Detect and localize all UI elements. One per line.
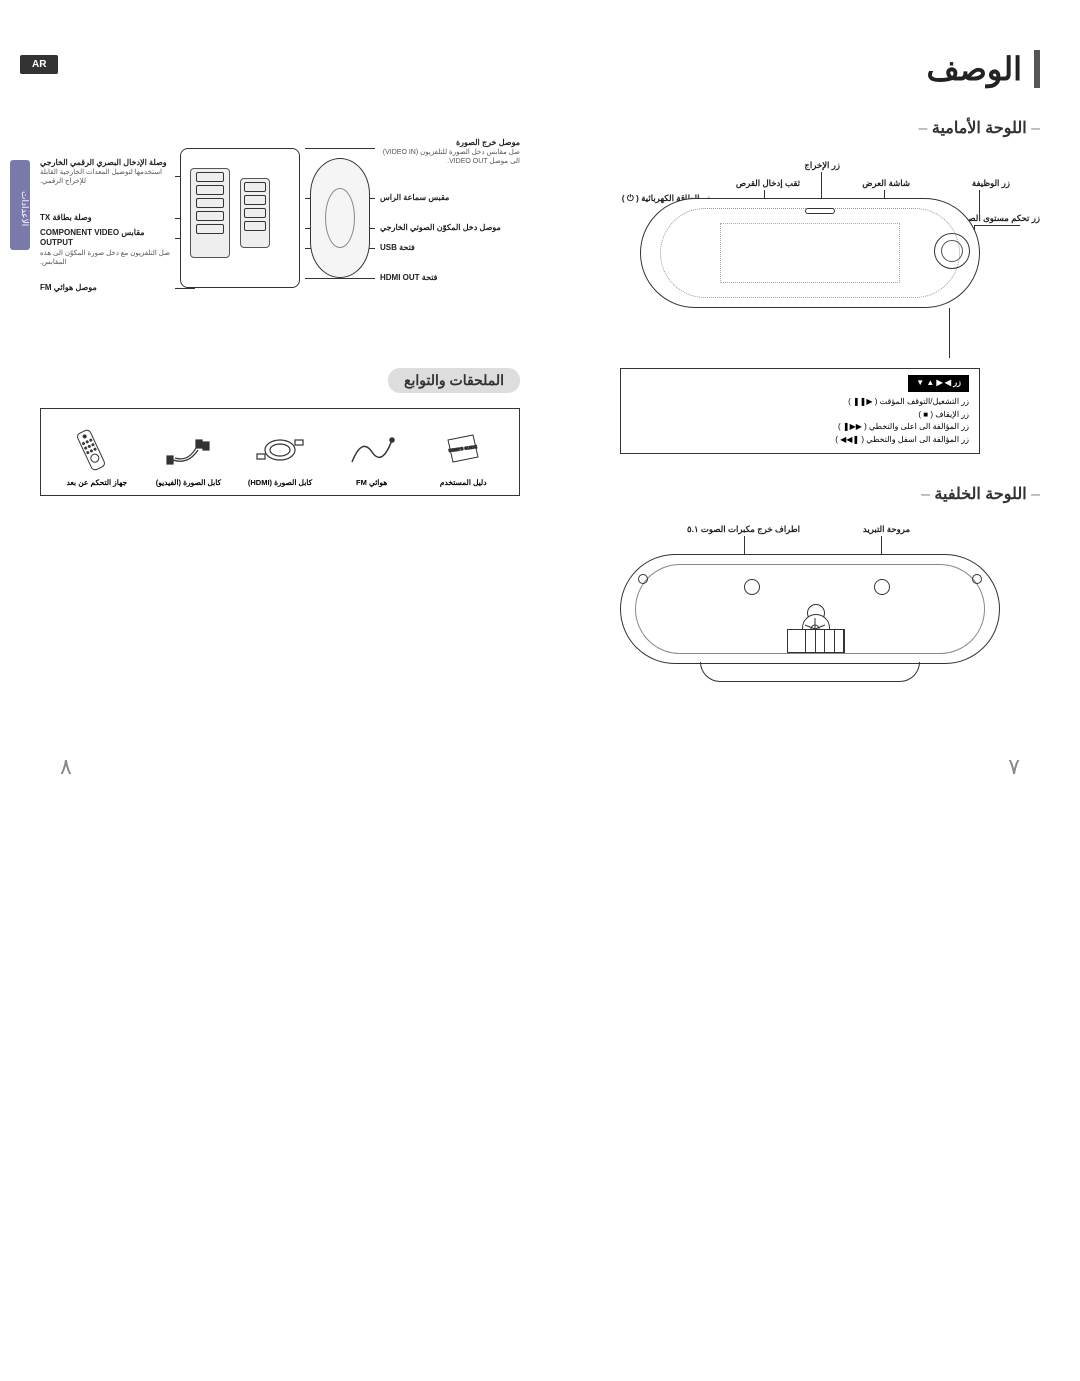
label-fm-ant: موصل هوائي FM [40, 283, 175, 293]
label-eject: زر الإخراج [804, 160, 840, 171]
speaker-terminals [787, 629, 845, 653]
label-video-out: موصل خرج الصورة صل مقابس دخل الصورة للتل… [380, 138, 520, 167]
label-usb: فتحة USB [380, 243, 415, 253]
label-display: شاشة العرض [862, 178, 910, 189]
label-headphone: مقبس سماعة الراس [380, 193, 449, 203]
page-num-right: ٧ [1008, 754, 1020, 780]
label-disc-slot: ثقب إدخال القرص [736, 178, 800, 189]
label-speaker-out: اطراف خرج مكبرات الصوت ٥.١ [687, 524, 800, 535]
label-hdmi: فتحة HDMI OUT [380, 273, 437, 283]
label-fan: مروحة التبريد [863, 524, 910, 535]
legend-title: زر ◀ ▶ ▲ ▼ [908, 375, 969, 392]
acc-hdmi-cable: كابل الصورة (HDMI) [234, 427, 326, 487]
accessories-box: USER'S GUIDE دليل المستخدم هوائي FM [40, 408, 520, 496]
manual-icon: USER'S GUIDE [417, 427, 509, 472]
hdmi-cable-icon [234, 427, 326, 472]
front-panel-diagram: زر الإخراج ثقب إدخال القرص شاشة العرض زر… [560, 178, 1040, 358]
left-column: موصل خرج الصورة صل مقابس دخل الصورة للتل… [40, 118, 520, 714]
rear-panel-section: اللوحة الخلفية مروحة التبريد اطراف خرج م… [560, 484, 1040, 714]
rear-panel-title: اللوحة الخلفية [560, 484, 1040, 504]
antenna-icon [326, 427, 418, 472]
legend-stop: زر الإيقاف ( ■ ) [631, 409, 969, 422]
acc-fm-antenna: هوائي FM [326, 427, 418, 487]
video-cable-icon [143, 427, 235, 472]
front-panel-title: اللوحة الأمامية [560, 118, 1040, 138]
lang-badge: AR [20, 55, 58, 74]
accessories-title: الملحقات والتوابع [388, 368, 520, 393]
label-aux-in: موصل دخل المكوّن الصوتي الخارجي [380, 223, 501, 233]
right-column: اللوحة الأمامية زر الإخراج ثقب إدخال الق… [560, 118, 1040, 714]
label-function: زر الوظيفة [972, 178, 1010, 189]
label-tx: وصلة بطاقة TX [40, 213, 175, 223]
rear-panel-diagram: مروحة التبريد اطراف خرج مكبرات الصوت ٥.١ [560, 524, 1040, 714]
page-title: الوصف [927, 50, 1040, 88]
acc-remote: جهاز التحكم عن بعد [51, 427, 143, 487]
legend-play: زر التشغيل/التوقف المؤقت ( ▶❚❚ ) [631, 396, 969, 409]
acc-video-cable: كابل الصورة (الفيديو) [143, 427, 235, 487]
button-legend: زر ◀ ▶ ▲ ▼ زر التشغيل/التوقف المؤقت ( ▶❚… [620, 368, 980, 454]
page-numbers: ٧ ٨ [40, 754, 1040, 780]
page-num-left: ٨ [60, 754, 72, 780]
front-panel-section: اللوحة الأمامية زر الإخراج ثقب إدخال الق… [560, 118, 1040, 454]
legend-tune-up: زر المؤالفة الى اعلى والتخطي ( ▶▶❚ ) [631, 421, 969, 434]
side-tab: الاعدادات [10, 160, 30, 250]
acc-manual: USER'S GUIDE دليل المستخدم [417, 427, 509, 487]
remote-icon [51, 427, 143, 472]
label-digital-in: وصلة الإدخال البصري الرقمي الخارجي استخد… [40, 158, 175, 187]
label-component: مقابس COMPONENT VIDEO OUTPUT صل التلفزيو… [40, 228, 175, 267]
legend-tune-down: زر المؤالفة الى اسفل والتخطي ( ❚◀◀ ) [631, 434, 969, 447]
connector-diagram: موصل خرج الصورة صل مقابس دخل الصورة للتل… [40, 138, 520, 338]
